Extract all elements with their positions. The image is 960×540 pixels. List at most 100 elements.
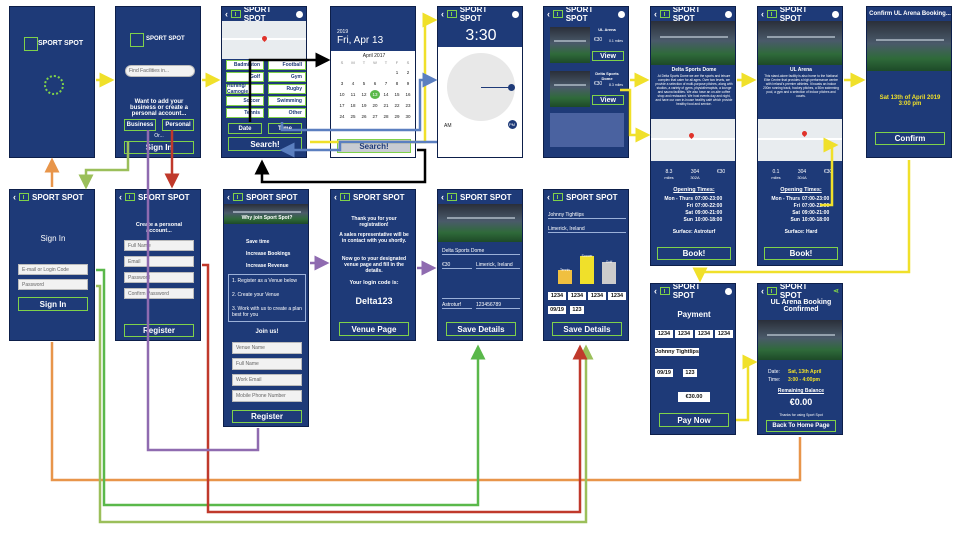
result-photo[interactable] <box>550 71 590 107</box>
create-field[interactable]: Full Name <box>124 240 194 251</box>
date-button[interactable]: Date <box>228 123 262 134</box>
back-icon[interactable]: ‹ <box>547 192 550 202</box>
cardholder-field[interactable]: Johnny Tightlips <box>655 348 699 356</box>
venue-name-value[interactable]: Delta Sports Dome <box>442 248 520 255</box>
back-icon[interactable]: ‹ <box>334 192 337 202</box>
back-icon[interactable]: ‹ <box>227 192 230 202</box>
am-label[interactable]: AM <box>444 123 452 129</box>
calendar-day[interactable]: 5 <box>362 81 366 86</box>
create-field[interactable]: Password <box>124 272 194 283</box>
view-button[interactable]: View <box>592 51 624 61</box>
pm-button[interactable] <box>508 120 517 129</box>
account-name[interactable]: Johnny Tightlips <box>548 212 626 219</box>
sport-option[interactable]: Gym <box>268 72 306 82</box>
join-field[interactable]: Mobile Phone Number <box>232 390 302 402</box>
calendar-day[interactable]: 21 <box>383 103 389 108</box>
result-photo[interactable] <box>550 27 590 63</box>
view-button[interactable]: View <box>592 95 624 105</box>
calendar-day[interactable]: 8 <box>395 81 399 86</box>
description-box[interactable] <box>442 274 520 299</box>
calendar-day[interactable]: 11 <box>350 92 356 97</box>
calendar-day[interactable]: 22 <box>394 103 400 108</box>
calendar-day[interactable]: 3 <box>340 81 344 86</box>
card-number-part[interactable]: 1234 <box>695 330 713 338</box>
time-button[interactable]: Time <box>268 123 302 134</box>
back-icon[interactable]: ‹ <box>119 192 122 202</box>
card-number-part[interactable]: 1234 <box>675 330 693 338</box>
save-details-button[interactable]: Save Details <box>446 322 516 336</box>
cvv-field[interactable]: 123 <box>683 369 697 377</box>
expiry-field[interactable]: 09/19 <box>548 306 566 314</box>
calendar-day[interactable]: 27 <box>372 114 378 119</box>
user-icon[interactable] <box>725 10 732 18</box>
calendar-day[interactable]: 24 <box>339 114 345 119</box>
calendar-day[interactable]: 26 <box>361 114 367 119</box>
sport-option[interactable]: Soccer <box>226 96 264 106</box>
back-icon[interactable]: ‹ <box>654 9 657 19</box>
cvv-field[interactable]: 123 <box>570 306 584 314</box>
expiry-field[interactable]: 09/19 <box>655 369 673 377</box>
card-number-part[interactable]: 1234 <box>655 330 673 338</box>
calendar-day[interactable]: 12 <box>361 92 367 97</box>
save-details-button[interactable]: Save Details <box>552 322 622 336</box>
back-icon[interactable]: ‹ <box>761 286 764 296</box>
calendar-day[interactable]: 4 <box>351 81 355 86</box>
calendar-day[interactable]: 30 <box>405 114 411 119</box>
venue-price-value[interactable]: €30 <box>442 262 472 269</box>
calendar-day[interactable]: 20 <box>372 103 378 108</box>
back-icon[interactable]: ‹ <box>441 9 444 19</box>
calendar-day[interactable]: 10 <box>339 92 345 97</box>
account-location[interactable]: Limerick, Ireland <box>548 226 626 233</box>
sport-option[interactable]: Other <box>268 108 306 118</box>
password-field[interactable]: Password <box>18 279 88 290</box>
calendar-day[interactable]: 25 <box>350 114 356 119</box>
email-field[interactable]: E-mail or Login Code <box>18 264 88 275</box>
back-icon[interactable]: ‹ <box>441 192 444 202</box>
back-icon[interactable]: ‹ <box>547 9 550 19</box>
calendar-day[interactable]: 17 <box>339 103 345 108</box>
sport-option[interactable]: Golf <box>226 72 264 82</box>
sport-option[interactable]: Swimming <box>268 96 306 106</box>
pay-now-button[interactable]: Pay Now <box>659 413 729 427</box>
venue-page-button[interactable]: Venue Page <box>339 322 409 336</box>
back-icon[interactable]: ‹ <box>225 9 228 19</box>
sport-option[interactable]: Hurling/ Camogie <box>226 83 264 95</box>
back-icon[interactable]: ‹ <box>654 286 657 296</box>
home-button[interactable]: Back To Home Page <box>766 420 836 432</box>
calendar-day[interactable]: 19 <box>361 103 367 108</box>
calendar-day[interactable]: 14 <box>383 92 389 97</box>
card-number-part[interactable]: 1234 <box>568 292 586 300</box>
calendar-day[interactable]: 2 <box>406 70 410 75</box>
personal-button[interactable]: Personal <box>162 119 194 131</box>
calendar-day[interactable]: 9 <box>406 81 410 86</box>
create-field[interactable]: Email <box>124 256 194 267</box>
back-icon[interactable]: ‹ <box>761 9 764 19</box>
user-icon[interactable] <box>832 10 839 18</box>
sport-option[interactable]: Tennis <box>226 108 264 118</box>
calendar-day[interactable]: 13 <box>370 90 380 99</box>
venue-phone-value[interactable]: 123456789 <box>476 302 520 309</box>
register-button[interactable]: Register <box>232 410 302 423</box>
share-icon[interactable]: ⋖ <box>833 288 839 295</box>
business-button[interactable]: Business <box>124 119 156 131</box>
calendar-day[interactable]: 16 <box>405 92 411 97</box>
join-field[interactable]: Venue Name <box>232 342 302 354</box>
sport-option[interactable]: Badminton <box>226 60 264 70</box>
search-input[interactable]: Find Facilities in... <box>125 65 195 77</box>
user-icon[interactable] <box>512 10 519 18</box>
calendar-day[interactable]: 18 <box>350 103 356 108</box>
user-icon[interactable] <box>618 10 625 18</box>
venue-surface-value[interactable]: Astroturf <box>442 302 472 309</box>
calendar-day[interactable]: 7 <box>384 81 388 86</box>
calendar-day[interactable]: 15 <box>394 92 400 97</box>
card-number-part[interactable]: 1234 <box>608 292 626 300</box>
join-field[interactable]: Work Email <box>232 374 302 386</box>
calendar-day[interactable]: 23 <box>405 103 411 108</box>
register-button[interactable]: Register <box>124 324 194 337</box>
user-icon[interactable] <box>296 10 303 18</box>
sport-option[interactable]: Rugby <box>268 84 306 94</box>
book-button[interactable]: Book! <box>657 247 731 260</box>
calendar-day[interactable]: 1 <box>395 70 399 75</box>
card-number-part[interactable]: 1234 <box>715 330 733 338</box>
join-field[interactable]: Full Name <box>232 358 302 370</box>
